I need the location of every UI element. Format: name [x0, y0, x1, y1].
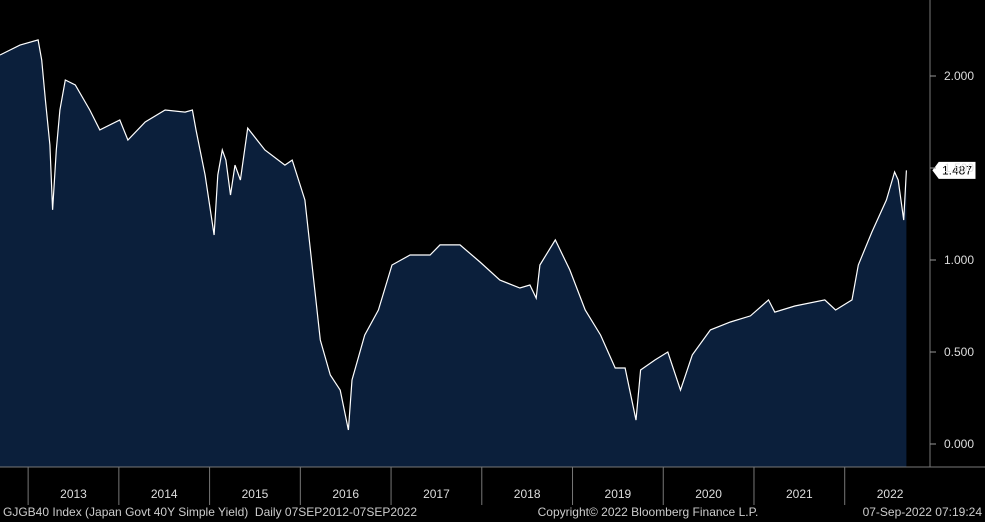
- line: [0, 39, 907, 431]
- x-tick-label: 2013: [60, 487, 87, 501]
- x-tick-label: 2016: [332, 487, 359, 501]
- last-value-label: 1.487: [942, 164, 972, 178]
- x-tick-label: 2014: [151, 487, 178, 501]
- last-value-box: [932, 161, 976, 179]
- x-tick-label: 2021: [786, 487, 813, 501]
- footer-left: GJGB40 Index (Japan Govt 40Y Simple Yiel…: [3, 505, 417, 519]
- y-tick-label: 1.500: [944, 161, 974, 175]
- x-tick-label: 2020: [695, 487, 722, 501]
- x-tick-label: 2018: [514, 487, 541, 501]
- x-tick-label: 2015: [242, 487, 269, 501]
- y-tick-label: 0.500: [944, 345, 974, 359]
- footer-center: Copyright© 2022 Bloomberg Finance L.P.: [538, 505, 759, 519]
- area: [0, 39, 907, 468]
- x-tick-label: 2017: [423, 487, 450, 501]
- y-tick-label: 2.000: [944, 69, 974, 83]
- x-tick-label: 2022: [877, 487, 904, 501]
- y-tick-label: 1.000: [944, 253, 974, 267]
- x-tick-label: 2019: [605, 487, 632, 501]
- y-tick-label: 0.000: [944, 437, 974, 451]
- footer-right: 07-Sep-2022 07:19:24: [863, 505, 983, 519]
